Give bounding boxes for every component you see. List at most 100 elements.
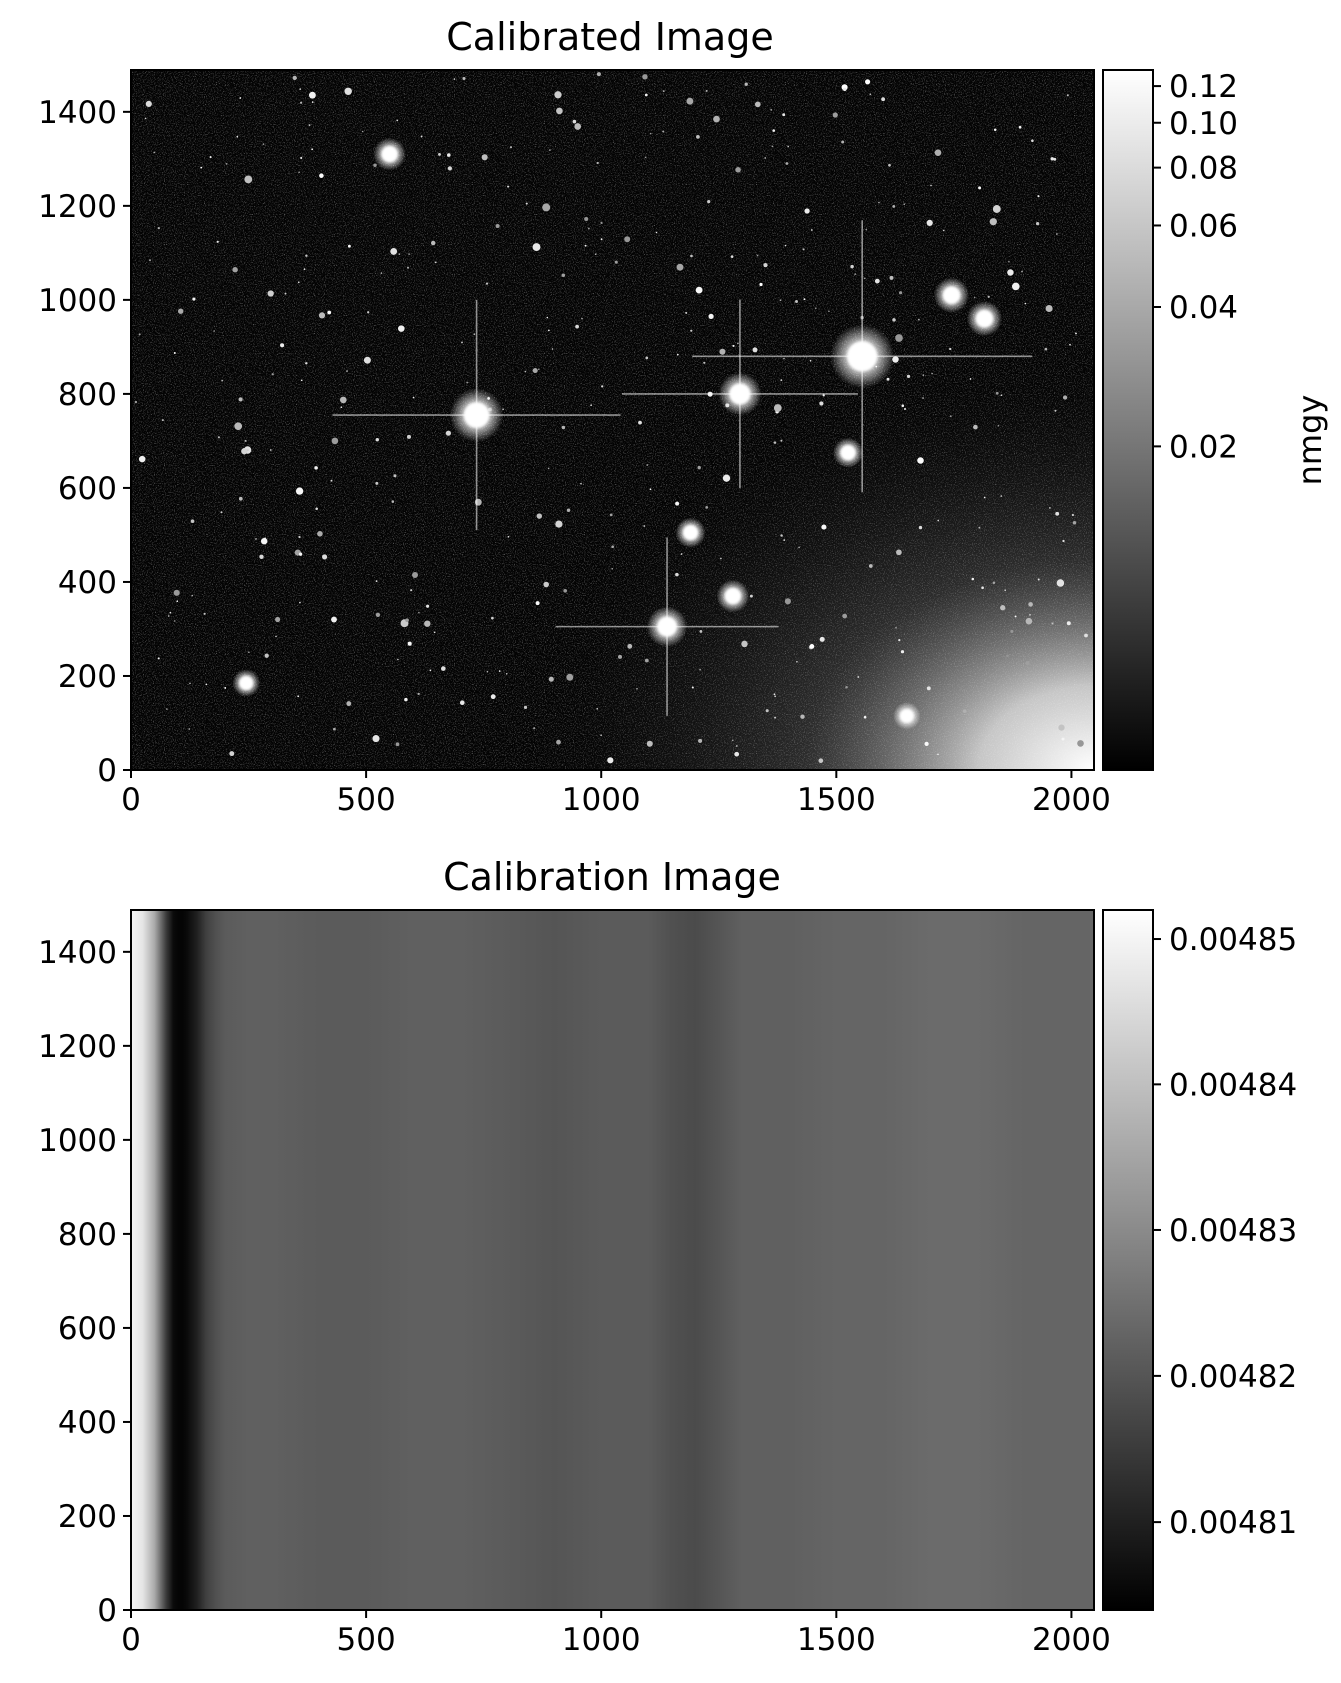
star-core (381, 146, 398, 162)
faint-star (822, 394, 825, 397)
faint-star (926, 219, 933, 227)
faint-star (372, 735, 380, 743)
faint-star (713, 115, 720, 123)
faint-star (732, 344, 735, 347)
faint-star (393, 474, 397, 478)
faint-star (524, 370, 527, 373)
faint-star (275, 616, 281, 623)
faint-star (1000, 605, 1006, 611)
faint-star (406, 434, 412, 439)
faint-star (892, 204, 896, 208)
faint-star (720, 557, 722, 560)
star-core (900, 709, 914, 723)
faint-star (173, 589, 180, 596)
faint-star (889, 275, 894, 280)
colorbar-frame (1102, 909, 1154, 1611)
faint-star (395, 742, 400, 747)
faint-star (346, 370, 348, 372)
faint-star (447, 166, 453, 171)
faint-star (363, 356, 371, 364)
star-core (976, 310, 993, 328)
calibration-image-panel: Calibration Image 0 500 1000 1500 2000 0 200 4… (38, 855, 1297, 1658)
faint-star (259, 554, 264, 560)
faint-star (896, 549, 902, 556)
y-tick-label: 400 (58, 1405, 117, 1441)
faint-star (247, 449, 249, 451)
faint-star (983, 496, 986, 499)
scattered-light-glow (131, 70, 1094, 770)
faint-star (1058, 724, 1065, 731)
faint-star (264, 653, 269, 658)
faint-star (934, 149, 942, 157)
bright-star (832, 437, 864, 468)
bright-star (692, 220, 1033, 493)
faint-star (770, 109, 773, 111)
faint-star (815, 307, 817, 310)
faint-star (614, 260, 618, 264)
faint-star (138, 333, 141, 336)
faint-star (238, 496, 243, 501)
faint-star (895, 626, 897, 629)
faint-star (737, 342, 739, 345)
faint-star (319, 173, 324, 178)
faint-star (765, 709, 769, 713)
faint-star (535, 601, 540, 606)
faint-star (802, 248, 805, 251)
image-area (131, 70, 1094, 770)
faint-star (1056, 579, 1065, 587)
faint-star (491, 616, 494, 620)
faint-star (600, 734, 602, 737)
faint-star (426, 604, 430, 608)
faint-star (466, 381, 469, 384)
faint-star (1053, 157, 1057, 161)
faint-star (412, 572, 418, 578)
faint-star (821, 524, 827, 530)
faint-star (906, 374, 911, 379)
faint-star (525, 202, 528, 205)
faint-star (609, 513, 613, 517)
faint-star (645, 356, 649, 360)
faint-star (644, 658, 649, 663)
faint-star (607, 757, 614, 764)
faint-star (995, 391, 999, 395)
bright-star (675, 517, 706, 548)
faint-star (1011, 282, 1020, 291)
faint-star (408, 253, 410, 255)
faint-star (780, 534, 783, 537)
faint-star (1069, 343, 1071, 346)
faint-star (917, 457, 924, 464)
faint-star (675, 501, 680, 506)
faint-star (438, 152, 441, 156)
faint-star (280, 343, 285, 348)
faint-star (229, 751, 235, 757)
faint-star (433, 631, 436, 634)
faint-star (819, 636, 825, 642)
faint-star (697, 465, 701, 470)
bright-star (621, 299, 858, 489)
faint-star (177, 308, 184, 314)
faint-star (842, 613, 848, 619)
faint-star (1075, 332, 1077, 335)
faint-star (305, 362, 308, 365)
faint-star (611, 568, 613, 570)
faint-star (248, 651, 250, 654)
faint-star (473, 333, 476, 336)
y-tick-label: 600 (58, 1311, 117, 1347)
faint-star (407, 641, 412, 646)
x-axis-ticks: 0 500 1000 1500 2000 (121, 770, 1111, 818)
faint-star (239, 97, 242, 99)
faint-star (892, 318, 896, 322)
faint-star (918, 318, 920, 321)
faint-star (809, 359, 812, 362)
faint-star (774, 695, 777, 698)
faint-star (686, 97, 694, 105)
faint-star (318, 312, 326, 319)
faint-star (224, 686, 227, 689)
faint-star (931, 372, 933, 375)
colorbar-tick-label: 0.00485 (1169, 922, 1297, 958)
faint-star (412, 396, 415, 399)
bright-stars (232, 137, 1033, 730)
x-axis-ticks: 0 500 1000 1500 2000 (121, 1610, 1111, 1658)
faint-star (773, 693, 776, 696)
faint-star (1031, 139, 1034, 142)
